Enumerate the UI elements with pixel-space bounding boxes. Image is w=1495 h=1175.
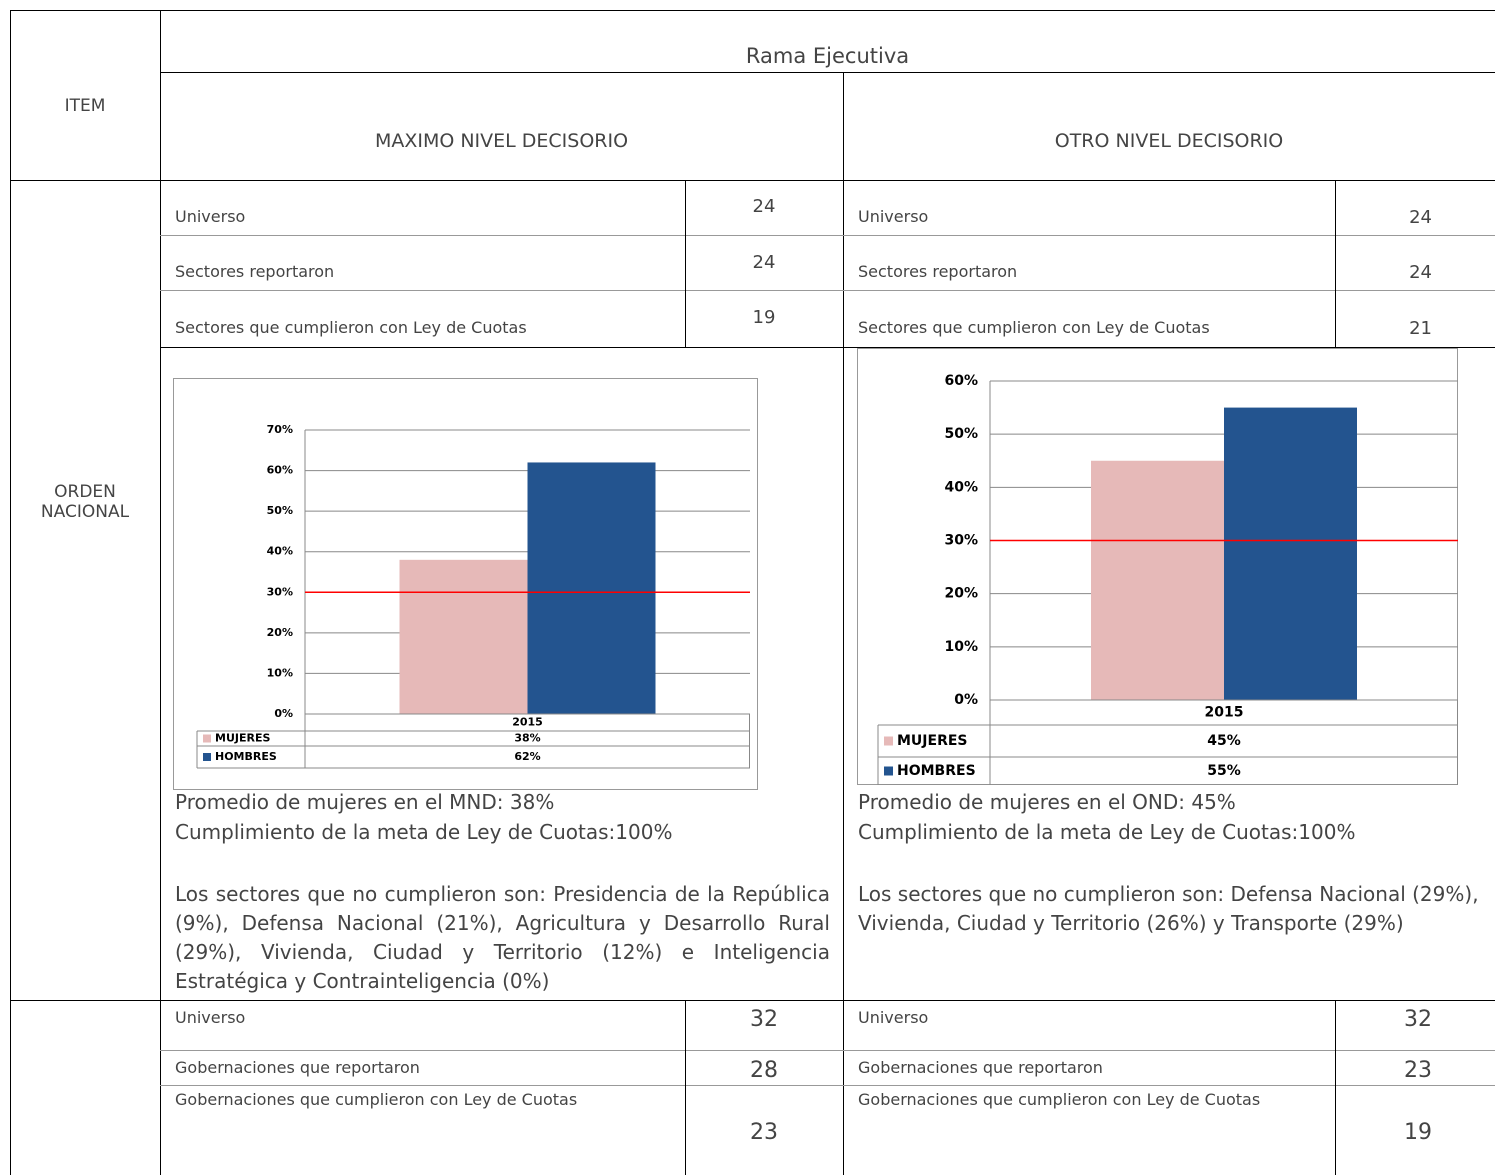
value-label: 55% bbox=[1207, 763, 1241, 779]
row-label: Universo bbox=[858, 1008, 929, 1027]
row-label: Sectores que cumplieron con Ley de Cuota… bbox=[175, 318, 527, 337]
border bbox=[160, 1085, 1495, 1086]
header-branch: Rama Ejecutiva bbox=[745, 44, 910, 68]
header-item: ITEM bbox=[64, 96, 106, 116]
y-tick-label: 10% bbox=[267, 666, 293, 679]
y-tick-label: 0% bbox=[954, 692, 978, 708]
border bbox=[160, 10, 161, 1175]
note: Promedio de mujeres en el MND: 38% bbox=[175, 790, 555, 814]
y-tick-label: 60% bbox=[267, 464, 293, 477]
y-tick-label: 70% bbox=[267, 423, 293, 436]
legend-label: MUJERES bbox=[215, 732, 270, 745]
row-value: 24 bbox=[752, 252, 776, 273]
border bbox=[1335, 1000, 1336, 1175]
border bbox=[160, 72, 1495, 73]
border bbox=[1335, 180, 1336, 347]
value-label: 62% bbox=[514, 750, 540, 763]
row-value: 23 bbox=[1404, 1058, 1432, 1083]
x-tick-label: 2015 bbox=[512, 716, 543, 729]
legend-swatch bbox=[884, 736, 893, 746]
legend-swatch bbox=[203, 734, 211, 743]
row-value: 32 bbox=[1404, 1007, 1432, 1032]
border bbox=[10, 10, 1495, 11]
border bbox=[160, 235, 1495, 236]
border bbox=[160, 290, 1495, 291]
row-label: Sectores que cumplieron con Ley de Cuota… bbox=[858, 318, 1210, 337]
legend-swatch bbox=[884, 766, 893, 776]
row-label: Gobernaciones que reportaron bbox=[858, 1058, 1103, 1077]
y-tick-label: 30% bbox=[944, 533, 978, 549]
row-value: 21 bbox=[1409, 318, 1432, 339]
header-mnd: MAXIMO NIVEL DECISORIO bbox=[374, 130, 629, 152]
row-label: Universo bbox=[858, 207, 929, 226]
y-tick-label: 50% bbox=[944, 426, 978, 442]
row-value: 32 bbox=[750, 1007, 778, 1032]
border bbox=[843, 72, 844, 1175]
y-tick-label: 20% bbox=[267, 626, 293, 639]
header-ond: OTRO NIVEL DECISORIO bbox=[1054, 130, 1284, 152]
border bbox=[10, 1000, 1495, 1001]
row-label: Sectores reportaron bbox=[175, 262, 335, 281]
border bbox=[10, 10, 11, 1175]
row-value: 23 bbox=[750, 1120, 778, 1145]
row-label: Sectores reportaron bbox=[858, 262, 1018, 281]
border bbox=[10, 180, 1495, 181]
row-value: 24 bbox=[752, 196, 776, 217]
chart: 0% 10% 20% 30% 40% 50% 60% 2015 MUJERES 45% HOMBRE… bbox=[857, 348, 1458, 785]
row-value: 24 bbox=[1409, 262, 1432, 283]
y-tick-label: 40% bbox=[267, 545, 293, 558]
row-label: Universo bbox=[175, 207, 246, 226]
x-tick-label: 2015 bbox=[1205, 705, 1244, 721]
y-tick-label: 60% bbox=[944, 373, 978, 389]
legend-label: HOMBRES bbox=[215, 750, 277, 763]
border bbox=[685, 1000, 686, 1175]
row-label: Gobernaciones que cumplieron con Ley de … bbox=[175, 1090, 578, 1109]
note: Cumplimiento de la meta de Ley de Cuotas… bbox=[858, 820, 1356, 844]
legend-swatch bbox=[203, 753, 211, 761]
row-label: Gobernaciones que cumplieron con Ley de … bbox=[858, 1090, 1261, 1109]
row-value: 19 bbox=[1404, 1120, 1432, 1145]
y-tick-label: 10% bbox=[944, 639, 978, 655]
border bbox=[160, 1050, 1495, 1051]
section-label: ORDEN NACIONAL bbox=[40, 482, 130, 522]
row-label: Universo bbox=[175, 1008, 246, 1027]
row-value: 24 bbox=[1409, 207, 1432, 228]
note: Promedio de mujeres en el OND: 45% bbox=[858, 790, 1236, 814]
row-value: 19 bbox=[752, 307, 776, 328]
paragraph: Los sectores que no cumplieron son: Pres… bbox=[175, 882, 830, 993]
y-tick-label: 30% bbox=[267, 585, 293, 598]
legend-label: HOMBRES bbox=[897, 763, 976, 779]
y-tick-label: 40% bbox=[944, 479, 978, 495]
bar bbox=[1091, 460, 1224, 700]
row-label: Gobernaciones que reportaron bbox=[175, 1058, 420, 1077]
bar bbox=[399, 559, 528, 714]
paragraph: Los sectores que no cumplieron son: Defe… bbox=[858, 882, 1479, 935]
bar bbox=[1224, 407, 1357, 700]
bar bbox=[527, 462, 656, 714]
border bbox=[685, 180, 686, 347]
value-label: 38% bbox=[514, 732, 540, 745]
border bbox=[160, 347, 1495, 348]
y-tick-label: 0% bbox=[274, 707, 293, 720]
chart: 0% 10% 20% 30% 40% 50% 60% 70% 2015 MUJERES 38% HOM… bbox=[173, 378, 758, 790]
note: Cumplimiento de la meta de Ley de Cuotas… bbox=[175, 820, 673, 844]
value-label: 45% bbox=[1207, 733, 1241, 749]
y-tick-label: 20% bbox=[944, 586, 978, 602]
y-tick-label: 50% bbox=[267, 504, 293, 517]
row-value: 28 bbox=[750, 1058, 778, 1083]
legend-label: MUJERES bbox=[897, 733, 968, 749]
